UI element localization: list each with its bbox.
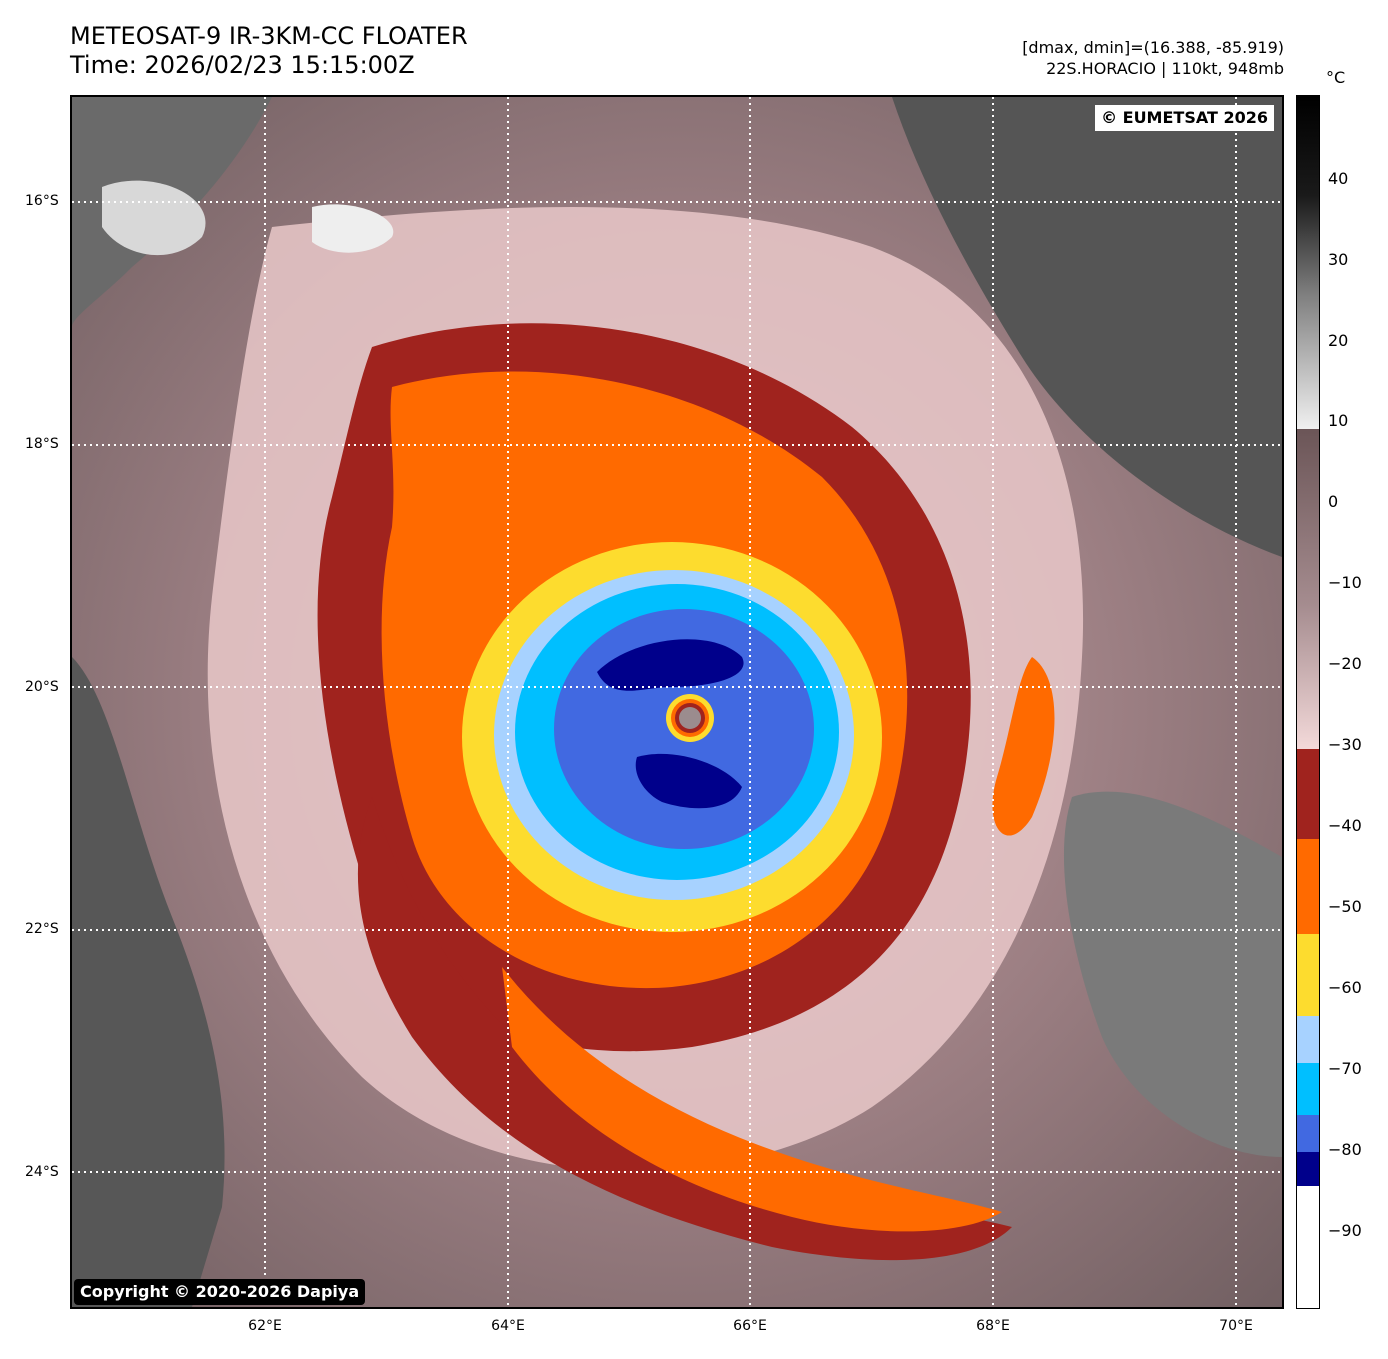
lon-label-70e: 70°E (1219, 1318, 1253, 1334)
data-range-info: [dmax, dmin]=(16.388, -85.919) (1022, 38, 1284, 57)
white-cloud-nw2 (102, 180, 206, 256)
graticule (72, 97, 1282, 1307)
colorbar-segment-red (1297, 749, 1319, 839)
lat-label-18s: 18°S (25, 436, 59, 452)
lon-label-64e: 64°E (491, 1318, 525, 1334)
colorbar-segment-gray (1297, 96, 1319, 429)
colorbar-unit: °C (1326, 68, 1346, 87)
colorbar-segment-yellow (1297, 934, 1319, 1016)
gray-region-ne (892, 97, 1282, 557)
storm-info: 22S.HORACIO | 110kt, 948mb (1046, 59, 1284, 78)
lat-label-16s: 16°S (25, 193, 59, 209)
satellite-map: © EUMETSAT 2026 Copyright © 2020-2026 Da… (70, 95, 1284, 1309)
eastern-rainband (992, 657, 1055, 836)
colorbar-segment-royalblue (1297, 1115, 1319, 1152)
chart-title: METEOSAT-9 IR-3KM-CC FLOATER (70, 22, 468, 50)
colorbar-tick-minus60: −60 (1328, 978, 1362, 997)
colorbar-tick-30: 30 (1328, 250, 1349, 269)
colorbar-tick-minus40: −40 (1328, 816, 1362, 835)
colorbar-tick-minus10: −10 (1328, 573, 1362, 592)
colorbar-tick-40: 40 (1328, 169, 1349, 188)
colorbar-tick-minus70: −70 (1328, 1059, 1362, 1078)
timestamp: Time: 2026/02/23 15:15:00Z (70, 51, 415, 79)
colorbar-segment-lightblue (1297, 1016, 1319, 1063)
colorbar-tick-minus90: −90 (1328, 1221, 1362, 1240)
lat-label-22s: 22°S (25, 921, 59, 937)
lon-label-62e: 62°E (248, 1318, 282, 1334)
colorbar-segment-white (1297, 1186, 1319, 1308)
lon-label-68e: 68°E (976, 1318, 1010, 1334)
white-cloud-nw (312, 204, 394, 253)
colorbar-segment-skyblue (1297, 1063, 1319, 1115)
colorbar-tick-0: 0 (1328, 492, 1339, 511)
gray-region-e (1063, 791, 1282, 1157)
coldest-top-south (635, 753, 742, 809)
copyright-badge: Copyright © 2020-2026 Dapiya (74, 1279, 366, 1305)
coldest-top-north (597, 639, 744, 691)
colorbar-tick-minus20: −20 (1328, 654, 1362, 673)
lon-label-66e: 66°E (733, 1318, 767, 1334)
colorbar-segment-navy (1297, 1152, 1319, 1186)
colorbar-segment-mauve (1297, 429, 1319, 749)
lat-label-20s: 20°S (25, 679, 59, 695)
eye (679, 707, 701, 729)
eumetsat-credit: © EUMETSAT 2026 (1095, 105, 1274, 131)
lat-label-24s: 24°S (25, 1164, 59, 1180)
colorbar-tick-minus30: −30 (1328, 735, 1362, 754)
colorbar-tick-10: 10 (1328, 411, 1349, 430)
satellite-imagery (72, 97, 1282, 1307)
colorbar-tick-20: 20 (1328, 331, 1349, 350)
colorbar-tick-minus50: −50 (1328, 897, 1362, 916)
gray-region-sw (72, 657, 225, 1307)
southern-spiral-orange (502, 967, 1002, 1232)
colorbar (1296, 95, 1320, 1309)
colorbar-tick-minus80: −80 (1328, 1140, 1362, 1159)
colorbar-segment-orange (1297, 839, 1319, 934)
